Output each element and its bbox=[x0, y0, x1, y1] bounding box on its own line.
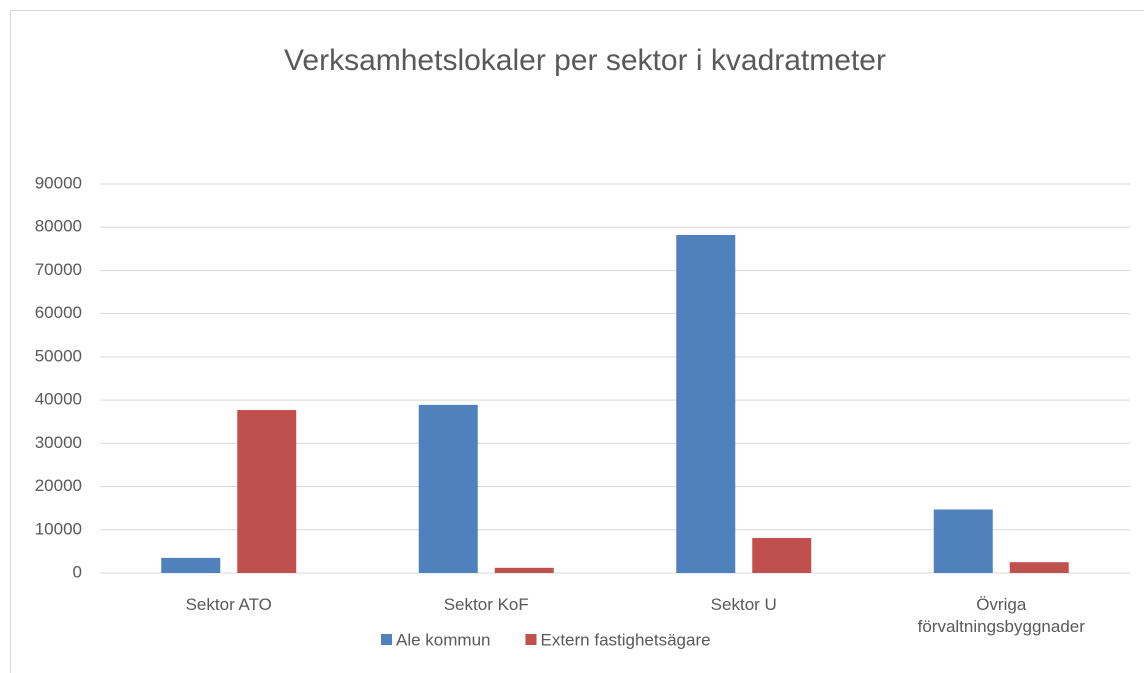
y-tick-label: 90000 bbox=[35, 173, 82, 192]
y-tick-label: 0 bbox=[73, 562, 82, 581]
bar bbox=[161, 557, 221, 573]
y-tick-label: 40000 bbox=[35, 390, 82, 409]
bar bbox=[676, 235, 736, 573]
legend-label: Ale kommun bbox=[396, 630, 490, 649]
bar bbox=[1009, 562, 1069, 573]
bar bbox=[418, 404, 478, 573]
y-tick-label: 60000 bbox=[35, 303, 82, 322]
chart-border bbox=[10, 10, 1144, 673]
y-tick-label: 10000 bbox=[35, 519, 82, 538]
legend-swatch bbox=[381, 634, 392, 645]
legend-swatch bbox=[525, 634, 537, 645]
bar bbox=[237, 410, 297, 573]
bar bbox=[752, 537, 812, 573]
y-tick-label: 80000 bbox=[35, 217, 82, 236]
x-tick-label: Övriga förvaltningsbyggnader bbox=[917, 595, 1085, 636]
x-tick-label: Sektor ATO bbox=[185, 595, 272, 614]
x-tick-label: Sektor KoF bbox=[443, 595, 529, 614]
y-tick-label: 70000 bbox=[35, 260, 82, 279]
y-tick-label: 30000 bbox=[35, 433, 82, 452]
bar bbox=[933, 509, 993, 573]
chart-title: Verksamhetslokaler per sektor i kvadratm… bbox=[284, 44, 886, 77]
legend-label: Extern fastighetsägare bbox=[540, 630, 710, 649]
x-tick-label: Sektor U bbox=[710, 595, 777, 614]
y-tick-label: 50000 bbox=[35, 346, 82, 365]
bar bbox=[494, 567, 554, 573]
y-tick-label: 20000 bbox=[35, 476, 82, 495]
